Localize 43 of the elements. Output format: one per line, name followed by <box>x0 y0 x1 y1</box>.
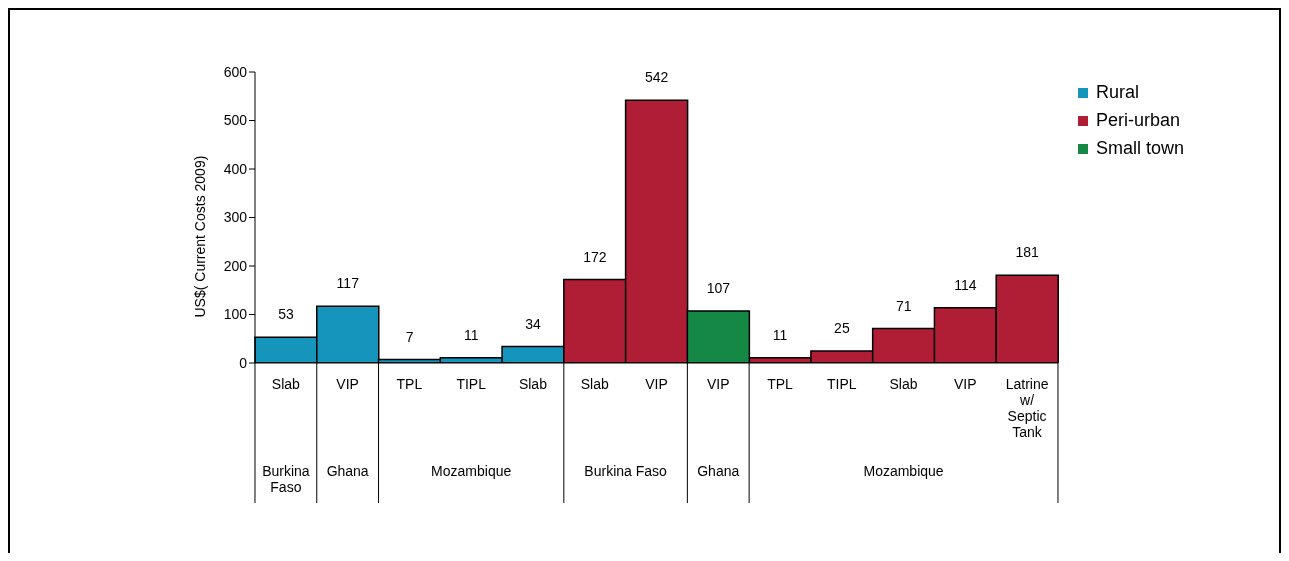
text: Burkina Faso <box>584 463 668 479</box>
y-tick-label: 0 <box>239 354 248 371</box>
y-tick-label: 300 <box>223 209 248 226</box>
x-tick-label: Slab <box>518 376 548 392</box>
text: Burkina Faso <box>262 463 310 495</box>
data-label: 11 <box>464 326 479 343</box>
x-tick-label: Slab <box>271 376 301 392</box>
y-tick-label: 100 <box>223 306 248 323</box>
text: Ghana <box>326 463 369 479</box>
data-label: 71 <box>895 297 912 314</box>
x-tick-label: VIP <box>954 376 977 392</box>
data-label: 542 <box>644 69 669 86</box>
legend-label: Rural <box>1095 82 1139 103</box>
data-label: 107 <box>706 280 731 297</box>
x-tick-label: TIPL <box>456 376 487 392</box>
x-tick-label: Slab <box>580 376 609 392</box>
data-label: 114 <box>954 276 977 293</box>
x-tick-label: TPL <box>396 376 423 392</box>
data-label: 172 <box>583 248 607 265</box>
text: Mozambique <box>431 463 512 479</box>
data-label: 53 <box>278 306 294 323</box>
y-tick-label: 200 <box>223 257 248 274</box>
x-tick-label: Slab <box>889 376 918 392</box>
x-tick-label: Latrine w/ Septic Tank <box>1005 376 1049 440</box>
legend-label: Small town <box>1095 138 1184 159</box>
data-label: 181 <box>1015 244 1040 261</box>
legend-label: Peri-urban <box>1095 110 1181 131</box>
x-tick-label: VIP <box>645 376 668 392</box>
x-tick-label: VIP <box>336 376 359 392</box>
data-label: 7 <box>405 328 414 345</box>
x-tick-label: VIP <box>706 376 730 392</box>
text: Ghana <box>697 463 740 479</box>
data-label: 11 <box>772 326 788 343</box>
y-axis-title: US$( Current Costs 2009) <box>191 155 208 318</box>
x-tick-label: TPL <box>767 376 794 392</box>
y-tick-label: 400 <box>223 160 248 177</box>
y-tick-label: 500 <box>223 112 248 129</box>
data-label: 34 <box>525 315 542 332</box>
data-label: 117 <box>336 275 360 292</box>
y-tick-label: 600 <box>223 63 248 80</box>
x-tick-label: TIPL <box>827 376 857 392</box>
text: Mozambique <box>863 463 944 479</box>
data-label: 25 <box>834 319 850 336</box>
